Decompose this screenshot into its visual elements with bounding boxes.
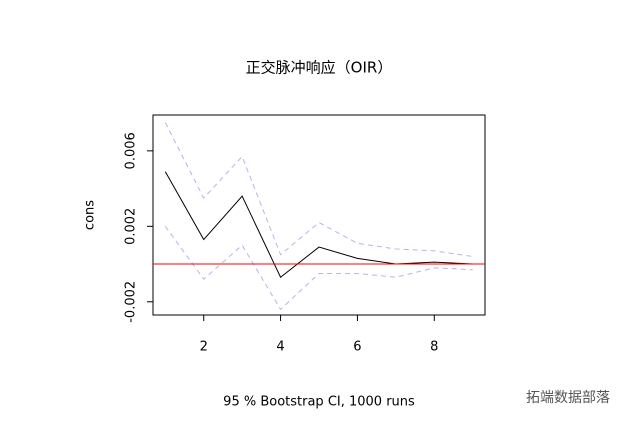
y-tick-label: 0.002 <box>124 208 139 245</box>
series-line <box>164 171 473 279</box>
watermark: 拓端数据部落 <box>526 390 610 406</box>
x-axis-label: 95 % Bootstrap CI, 1000 runs <box>223 395 415 410</box>
x-tick-label: 4 <box>276 340 284 355</box>
x-tick-label: 6 <box>353 340 361 355</box>
series-line <box>164 226 473 311</box>
x-tick-label: 2 <box>200 340 208 355</box>
series-line <box>164 122 473 258</box>
y-tick-label: -0.002 <box>124 281 139 323</box>
plot-box <box>152 114 486 316</box>
y-tick-label: 0.006 <box>124 132 139 169</box>
chart-title: 正交脉冲响应（OIR） <box>246 59 393 77</box>
y-axis-label: cons <box>83 200 98 230</box>
x-tick-label: 8 <box>430 340 438 355</box>
